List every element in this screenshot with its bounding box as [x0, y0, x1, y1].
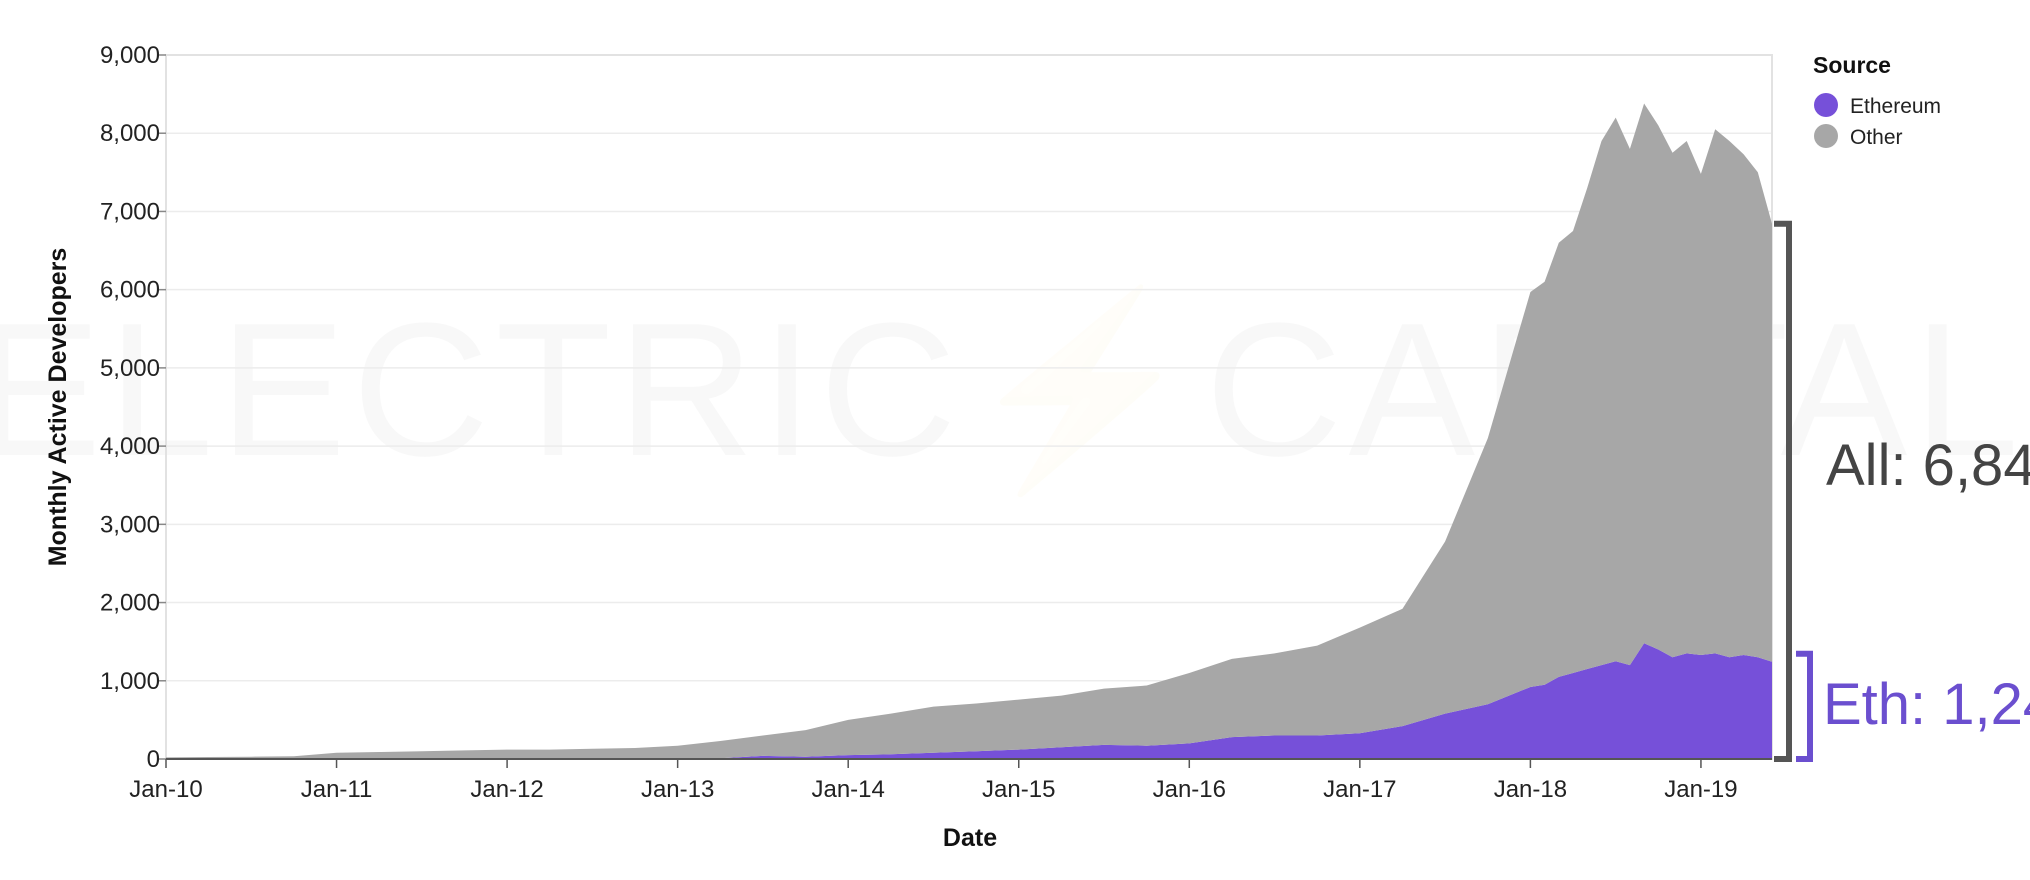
legend-label-ethereum: Ethereum: [1850, 95, 1941, 118]
legend-title: Source: [1813, 52, 1891, 78]
x-tick-label: Jan-12: [470, 776, 543, 803]
area-layers: [166, 103, 1772, 759]
y-tick-label: 3,000: [100, 511, 160, 538]
y-tick-label: 1,000: [100, 668, 160, 695]
bracket-all: [1774, 220, 1792, 762]
x-tick-label: Jan-13: [641, 776, 714, 803]
x-tick-label: Jan-16: [1153, 776, 1226, 803]
callouts: All: 6,842 Eth: 1,243: [1774, 220, 2030, 762]
y-tick-label: 9,000: [100, 42, 160, 69]
legend-label-other: Other: [1850, 126, 1903, 149]
legend: Source Ethereum Other: [1813, 52, 1941, 149]
callout-eth-label: Eth: 1,243: [1823, 672, 2030, 737]
x-tick-label: Jan-19: [1664, 776, 1737, 803]
y-tick-label: 4,000: [100, 433, 160, 460]
x-axis-title: Date: [943, 824, 997, 852]
y-tick-label: 7,000: [100, 198, 160, 225]
x-tick-label: Jan-18: [1494, 776, 1567, 803]
area-other: [166, 103, 1772, 759]
x-axis: Jan-10 Jan-11 Jan-12 Jan-13 Jan-14 Jan-15 Jan-…: [129, 758, 1772, 803]
y-tick-label: 6,000: [100, 277, 160, 304]
callout-all-label: All: 6,842: [1826, 433, 2030, 498]
legend-swatch-other: [1814, 124, 1838, 148]
y-tick-label: 2,000: [100, 590, 160, 617]
x-tick-label: Jan-10: [129, 776, 202, 803]
x-tick-label: Jan-17: [1323, 776, 1396, 803]
y-axis: 0 1,000 2,000 3,000 4,000 5,000 6,000 7,000 8,00…: [100, 42, 166, 773]
y-axis-title: Monthly Active Developers: [44, 248, 72, 567]
legend-swatch-ethereum: [1814, 93, 1838, 117]
y-tick-label: 8,000: [100, 120, 160, 147]
y-tick-label: 0: [147, 746, 160, 773]
area-ethereum: [166, 643, 1772, 759]
x-tick-label: Jan-15: [982, 776, 1055, 803]
y-tick-label: 5,000: [100, 355, 160, 382]
x-tick-label: Jan-14: [811, 776, 884, 803]
x-tick-label: Jan-11: [301, 776, 373, 803]
bracket-eth: [1796, 650, 1813, 762]
